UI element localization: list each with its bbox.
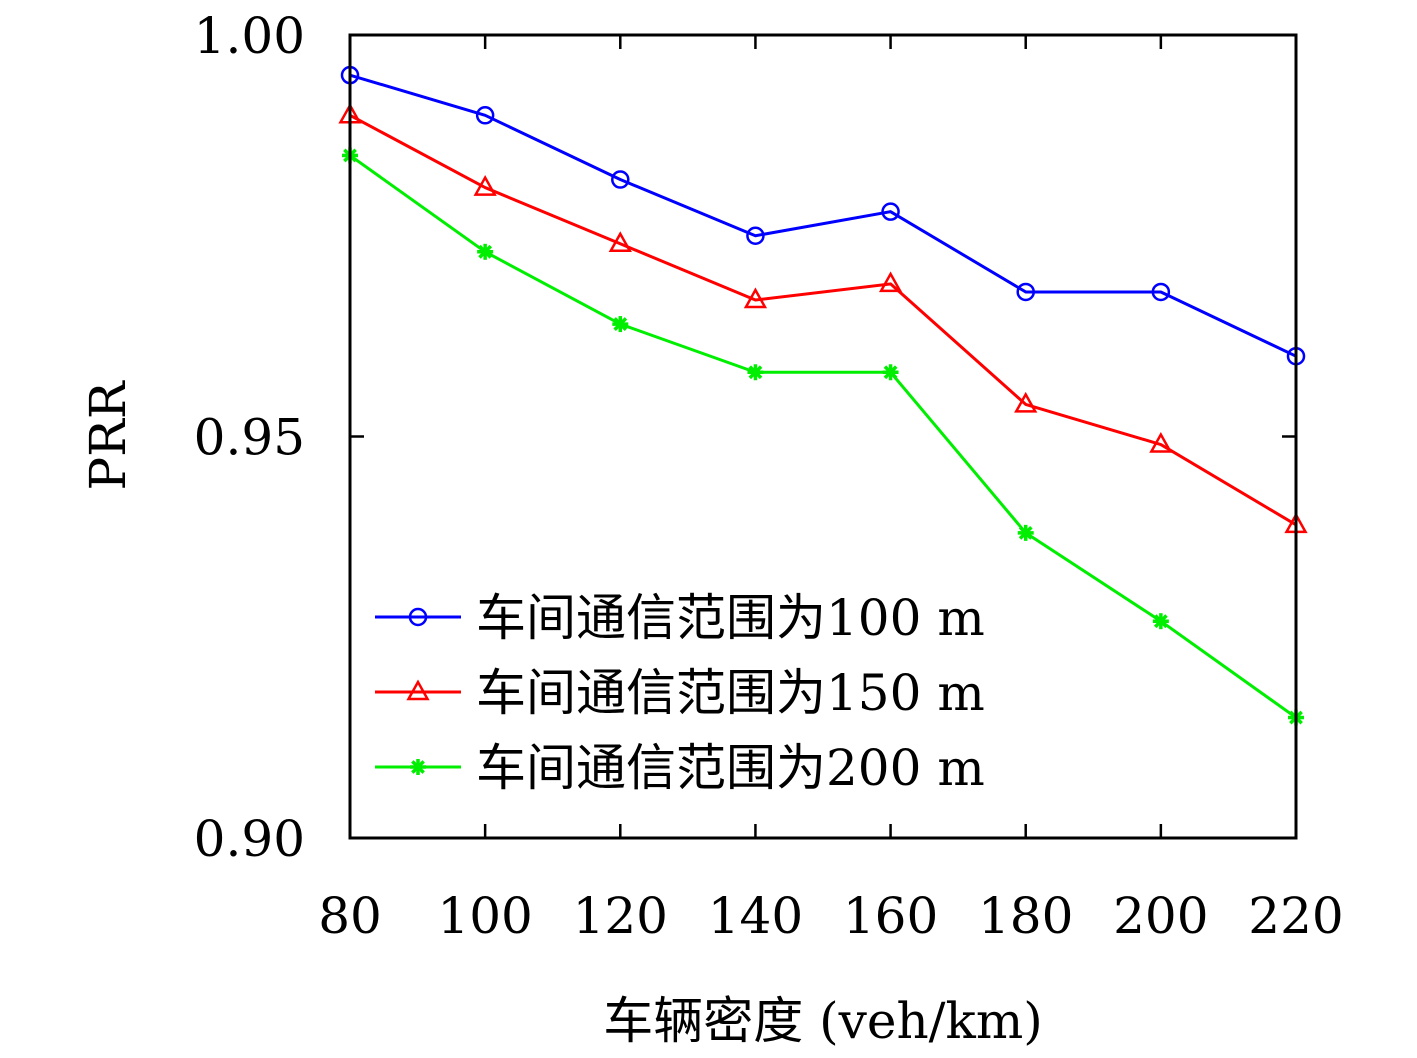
legend-label-3: 车间通信范围为200 m [476,739,985,797]
series-1-point [746,226,765,245]
series-1-point [611,170,630,189]
y-tick-label: 0.95 [194,409,305,467]
x-tick-label: 100 [437,887,532,945]
series-line-2 [349,113,1297,527]
series-3-point [1017,524,1034,541]
series-3-point [612,316,629,333]
series-2-point [473,175,497,196]
x-tick-label: 180 [978,887,1073,945]
series-2-point [878,271,903,293]
legend-marker-2 [406,679,430,701]
y-axis-title: PRR [79,380,137,490]
series-line-1 [349,73,1297,358]
y-axis: 0.90 0.95 1.00 [194,7,1296,868]
legend-label-2: 车间通信范围为150 m [476,664,985,722]
series-line-3 [349,154,1297,719]
x-tick-label: 120 [573,887,668,945]
legend-marker-1 [408,607,428,627]
x-axis: 80 100 120 140 160 180 200 220 [318,35,1344,945]
series-2-point [1149,431,1173,453]
y-tick-label: 1.00 [194,7,305,65]
x-tick-label: 220 [1248,887,1343,945]
series-3-point [1152,613,1169,630]
x-tick-label: 160 [843,887,938,945]
series-2-point [743,287,768,309]
x-axis-title: 车辆密度 (veh/km) [603,992,1043,1050]
x-tick-label: 200 [1113,887,1208,945]
legend: 车间通信范围为100 m 车间通信范围为150 m 车间通信范围为200 m [375,589,985,797]
series-1-point [1016,282,1035,302]
series-2-point [608,231,632,253]
series-3-point [882,364,899,381]
plot-marks [338,65,1308,726]
series-2-point [1014,391,1038,413]
series-1-point [475,106,495,125]
series-3-point [477,243,494,260]
x-tick-label: 80 [318,887,382,945]
x-tick-label: 140 [708,887,803,945]
series-3-point [747,364,764,381]
y-tick-label: 0.90 [194,810,305,868]
series-1-point [881,202,900,221]
series-1-point [1151,282,1171,302]
legend-marker-3 [410,759,426,775]
legend-label-1: 车间通信范围为100 m [476,589,985,647]
